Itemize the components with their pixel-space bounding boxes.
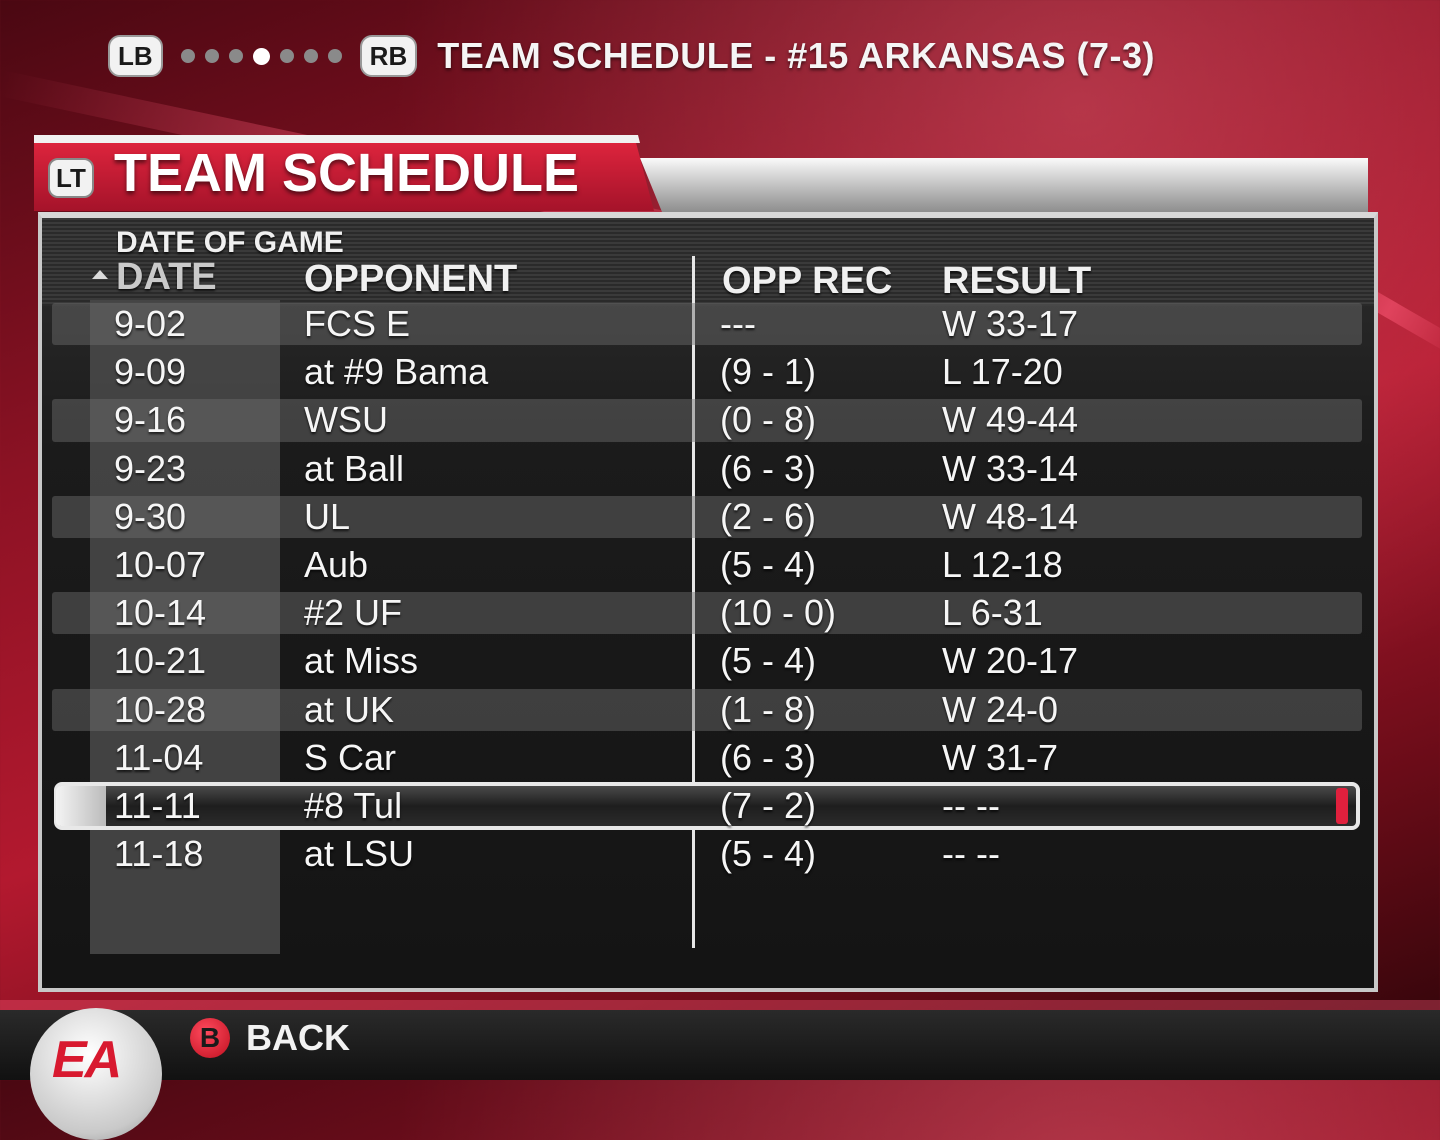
cell-opponent: at Ball xyxy=(304,445,404,493)
table-row[interactable]: 10-14 #2 UF (10 - 0) L 6-31 xyxy=(52,589,1362,637)
page-indicator-dots xyxy=(181,48,342,65)
cell-opp-rec: (1 - 8) xyxy=(720,686,816,734)
cell-result: W 33-14 xyxy=(942,445,1078,493)
column-header-opponent[interactable]: OPPONENT xyxy=(304,258,517,301)
back-button-label[interactable]: BACK xyxy=(246,1016,350,1060)
cell-result: -- -- xyxy=(942,830,1000,878)
page-dot xyxy=(205,49,219,63)
cell-opponent: UL xyxy=(304,493,350,541)
cell-result: W 20-17 xyxy=(942,637,1078,685)
cell-date: 9-23 xyxy=(114,445,186,493)
cell-opp-rec: (6 - 3) xyxy=(720,734,816,782)
table-row[interactable]: 11-04 S Car (6 - 3) W 31-7 xyxy=(52,734,1362,782)
cell-opp-rec: (5 - 4) xyxy=(720,830,816,878)
cell-opp-rec: (10 - 0) xyxy=(720,589,836,637)
cell-date: 9-16 xyxy=(114,396,186,444)
cell-date: 11-11 xyxy=(114,782,201,830)
cell-opp-rec: (0 - 8) xyxy=(720,396,816,444)
page-dot xyxy=(229,49,243,63)
lb-button[interactable]: LB xyxy=(108,35,163,77)
cell-opp-rec: --- xyxy=(720,300,756,348)
cell-date: 10-07 xyxy=(114,541,206,589)
cell-result: L 17-20 xyxy=(942,348,1063,396)
cell-opponent: at UK xyxy=(304,686,394,734)
cell-opponent: Aub xyxy=(304,541,368,589)
cell-date: 9-09 xyxy=(114,348,186,396)
selection-marker xyxy=(1336,788,1348,824)
cell-opp-rec: (5 - 4) xyxy=(720,541,816,589)
background-stripe xyxy=(0,1000,1440,1010)
cell-opp-rec: (9 - 1) xyxy=(720,348,816,396)
table-row[interactable]: 10-28 at UK (1 - 8) W 24-0 xyxy=(52,686,1362,734)
b-button-icon[interactable]: B xyxy=(190,1018,230,1058)
cell-opponent: WSU xyxy=(304,396,388,444)
cell-opp-rec: (2 - 6) xyxy=(720,493,816,541)
sort-up-arrow-icon xyxy=(92,270,108,279)
cell-result: W 33-17 xyxy=(942,300,1078,348)
lt-button[interactable]: LT xyxy=(48,158,94,198)
cell-date: 10-28 xyxy=(114,686,206,734)
header-silver-bar xyxy=(640,158,1368,212)
cell-date: 11-04 xyxy=(114,734,203,782)
column-header-date[interactable]: DATE xyxy=(116,256,217,299)
table-row[interactable]: 10-07 Aub (5 - 4) L 12-18 xyxy=(52,541,1362,589)
cell-date: 10-14 xyxy=(114,589,206,637)
cell-opponent: at Miss xyxy=(304,637,418,685)
page-dot xyxy=(304,49,318,63)
cell-result: W 24-0 xyxy=(942,686,1058,734)
table-row[interactable]: 9-23 at Ball (6 - 3) W 33-14 xyxy=(52,445,1362,493)
cell-date: 10-21 xyxy=(114,637,206,685)
table-row[interactable]: 9-02 FCS E --- W 33-17 xyxy=(52,300,1362,348)
cell-date: 9-02 xyxy=(114,300,186,348)
page-title: TEAM SCHEDULE xyxy=(114,142,579,204)
table-row[interactable]: 11-18 at LSU (5 - 4) -- -- xyxy=(52,830,1362,878)
cell-result: W 49-44 xyxy=(942,396,1078,444)
cell-opponent: FCS E xyxy=(304,300,410,348)
ea-logo-text: EA xyxy=(52,1030,120,1090)
cell-result: W 31-7 xyxy=(942,734,1058,782)
top-bar: LB RB TEAM SCHEDULE - #15 ARKANSAS (7-3) xyxy=(108,30,1155,82)
cell-opp-rec: (7 - 2) xyxy=(720,782,816,830)
table-row[interactable]: 9-09 at #9 Bama (9 - 1) L 17-20 xyxy=(52,348,1362,396)
cell-result: L 6-31 xyxy=(942,589,1043,637)
table-row[interactable]: 9-16 WSU (0 - 8) W 49-44 xyxy=(52,396,1362,444)
cell-date: 9-30 xyxy=(114,493,186,541)
column-header-opp-rec[interactable]: OPP REC xyxy=(722,260,892,303)
schedule-rows: 9-02 FCS E --- W 33-17 9-09 at #9 Bama (9 - 1)… xyxy=(52,300,1362,878)
page-dot xyxy=(253,48,270,65)
column-header-result[interactable]: RESULT xyxy=(942,260,1091,303)
cell-opponent: #8 Tul xyxy=(304,782,402,830)
cell-result: -- -- xyxy=(942,782,1000,830)
rb-button[interactable]: RB xyxy=(360,35,418,77)
screen-title: TEAM SCHEDULE - #15 ARKANSAS (7-3) xyxy=(437,35,1155,77)
cell-opp-rec: (5 - 4) xyxy=(720,637,816,685)
page-dot xyxy=(181,49,195,63)
page-dot xyxy=(280,49,294,63)
cell-date: 11-18 xyxy=(114,830,203,878)
page-dot xyxy=(328,49,342,63)
table-row[interactable]: 10-21 at Miss (5 - 4) W 20-17 xyxy=(52,637,1362,685)
cell-result: W 48-14 xyxy=(942,493,1078,541)
table-row-selected[interactable]: 11-11 #8 Tul (7 - 2) -- -- xyxy=(52,782,1362,830)
cell-opponent: #2 UF xyxy=(304,589,402,637)
schedule-panel: DATE OF GAME DATE OPPONENT OPP REC RESUL… xyxy=(38,212,1378,992)
cell-result: L 12-18 xyxy=(942,541,1063,589)
table-row[interactable]: 9-30 UL (2 - 6) W 48-14 xyxy=(52,493,1362,541)
cell-opponent: at #9 Bama xyxy=(304,348,488,396)
sort-hint: DATE OF GAME xyxy=(116,226,344,260)
selection-cap xyxy=(56,786,106,826)
cell-opp-rec: (6 - 3) xyxy=(720,445,816,493)
cell-opponent: at LSU xyxy=(304,830,414,878)
cell-opponent: S Car xyxy=(304,734,396,782)
